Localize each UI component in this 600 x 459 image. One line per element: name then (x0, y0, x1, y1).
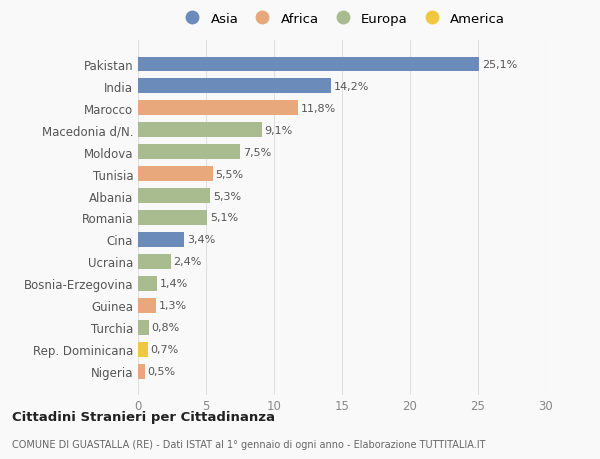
Bar (138, 233, 184, 247)
Bar (138, 211, 208, 225)
Bar (138, 101, 298, 116)
Bar (138, 320, 149, 335)
Text: 5,5%: 5,5% (215, 169, 244, 179)
Text: 0,8%: 0,8% (152, 323, 180, 333)
Text: 5,3%: 5,3% (213, 191, 241, 201)
Text: 9,1%: 9,1% (265, 125, 293, 135)
Text: 1,3%: 1,3% (158, 301, 187, 311)
Bar (138, 189, 210, 203)
Bar (138, 277, 157, 291)
Text: 0,5%: 0,5% (148, 367, 176, 376)
Text: 14,2%: 14,2% (334, 81, 369, 91)
Text: 2,4%: 2,4% (173, 257, 202, 267)
Legend: Asia, Africa, Europa, America: Asia, Africa, Europa, America (175, 9, 509, 30)
Bar (138, 299, 155, 313)
Text: COMUNE DI GUASTALLA (RE) - Dati ISTAT al 1° gennaio di ogni anno - Elaborazione : COMUNE DI GUASTALLA (RE) - Dati ISTAT al… (12, 440, 485, 449)
Text: 0,7%: 0,7% (150, 345, 178, 355)
Bar (138, 342, 148, 357)
Bar (138, 145, 240, 159)
Bar (138, 255, 170, 269)
Text: 7,5%: 7,5% (243, 147, 271, 157)
Text: 11,8%: 11,8% (301, 103, 337, 113)
Text: 1,4%: 1,4% (160, 279, 188, 289)
Bar (138, 364, 145, 379)
Text: 25,1%: 25,1% (482, 60, 517, 69)
Text: 3,4%: 3,4% (187, 235, 215, 245)
Bar (138, 79, 331, 94)
Bar (138, 123, 262, 137)
Text: 5,1%: 5,1% (210, 213, 238, 223)
Bar (138, 57, 479, 72)
Bar (138, 167, 213, 181)
Text: Cittadini Stranieri per Cittadinanza: Cittadini Stranieri per Cittadinanza (12, 410, 275, 423)
